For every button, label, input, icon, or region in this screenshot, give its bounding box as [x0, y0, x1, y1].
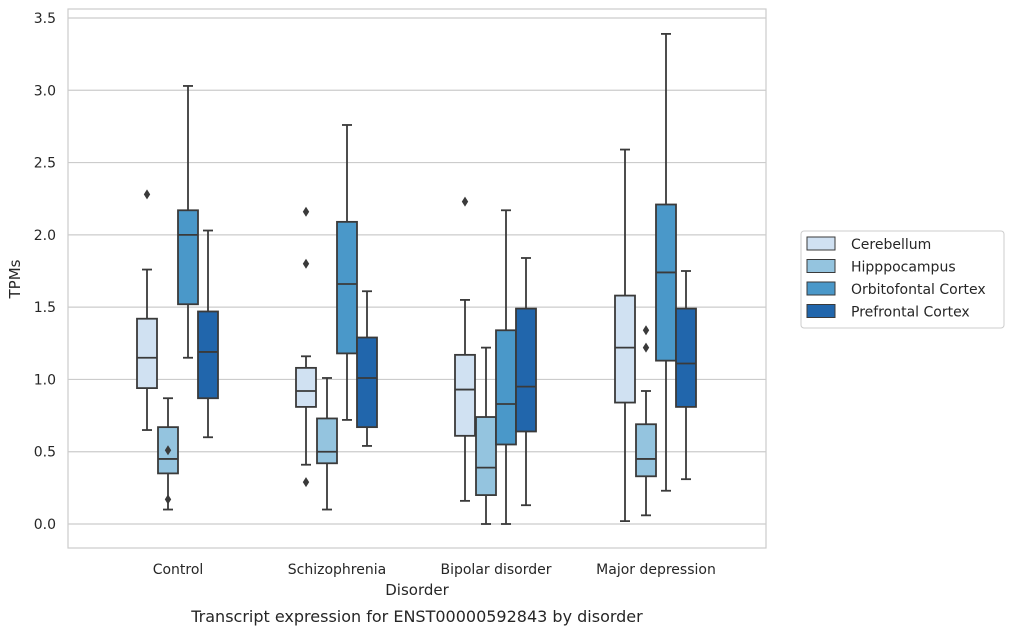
box-prefrontal-cortex — [515, 257, 537, 507]
chart-caption: Transcript expression for ENST0000059284… — [190, 607, 643, 626]
outlier-point — [642, 325, 650, 336]
outlier-point — [164, 494, 172, 505]
iqr-box — [614, 294, 636, 404]
boxes — [136, 33, 697, 525]
legend-swatch — [806, 281, 836, 296]
legend-label: Hipppocampus — [851, 260, 956, 276]
y-tick-label: 1.5 — [34, 300, 56, 316]
box-orbitofontal-cortex — [495, 209, 517, 525]
y-tick-label: 0.0 — [34, 517, 56, 533]
legend-label: Cerebellum — [851, 237, 931, 253]
y-tick-label: 3.5 — [34, 11, 56, 27]
legend-swatch — [806, 304, 836, 318]
x-axis-label: Disorder — [385, 581, 449, 599]
iqr-box — [316, 417, 338, 465]
box-hipppocampus — [475, 346, 497, 525]
y-tick-label: 1.0 — [34, 372, 56, 388]
x-tick-label: Schizophrenia — [288, 562, 386, 578]
iqr-box — [475, 416, 497, 496]
box-orbitofontal-cortex — [655, 33, 677, 492]
box-orbitofontal-cortex — [177, 85, 199, 359]
legend: Cerebellum Hipppocampus Orbitofontal Corte… — [800, 230, 1005, 329]
box-hipppocampus — [157, 397, 179, 511]
y-tick-label: 2.0 — [34, 228, 56, 244]
outlier-point — [302, 206, 310, 217]
iqr-box — [136, 317, 158, 390]
iqr-box — [197, 310, 219, 400]
box-cerebellum — [136, 189, 158, 431]
y-tick-labels: 0.0 0.5 1.0 1.5 2.0 2.5 3.0 3.5 — [34, 11, 56, 533]
legend-swatch — [806, 236, 836, 251]
plot-frame — [67, 8, 767, 549]
box-prefrontal-cortex — [197, 229, 219, 439]
x-tick-label: Bipolar disorder — [440, 562, 551, 578]
y-tick-label: 3.0 — [34, 83, 56, 99]
box-orbitofontal-cortex — [336, 124, 358, 421]
y-tick-label: 2.5 — [34, 156, 56, 172]
box-cerebellum — [614, 148, 636, 523]
outlier-point — [461, 196, 469, 207]
box-hipppocampus — [316, 377, 338, 511]
iqr-box — [515, 307, 537, 433]
iqr-box — [295, 366, 317, 408]
y-axis-label: TPMs — [6, 259, 24, 299]
x-tick-labels: Control Schizophrenia Bipolar disorder Majo… — [153, 562, 716, 578]
legend-label: Prefrontal Cortex — [851, 305, 970, 321]
iqr-box — [495, 329, 517, 446]
legend-label: Orbitofontal Cortex — [851, 282, 986, 298]
box-prefrontal-cortex — [675, 270, 697, 481]
outlier-point — [302, 258, 310, 269]
iqr-box — [454, 353, 476, 437]
outlier-point — [164, 445, 172, 456]
iqr-box — [177, 209, 199, 306]
box-cerebellum — [295, 206, 317, 488]
iqr-box — [655, 203, 677, 362]
box-prefrontal-cortex — [356, 290, 378, 447]
outlier-point — [302, 477, 310, 488]
iqr-box — [336, 220, 358, 355]
iqr-box — [635, 423, 657, 478]
y-tick-label: 0.5 — [34, 445, 56, 461]
legend-swatch — [806, 259, 836, 273]
iqr-box — [675, 307, 697, 408]
box-cerebellum — [454, 196, 476, 502]
x-tick-label: Major depression — [596, 562, 716, 578]
iqr-box — [356, 336, 378, 429]
x-tick-label: Control — [153, 562, 204, 578]
legend-frame — [800, 230, 1005, 329]
outlier-point — [642, 342, 650, 353]
box-hipppocampus — [635, 325, 657, 517]
outlier-point — [143, 189, 151, 200]
